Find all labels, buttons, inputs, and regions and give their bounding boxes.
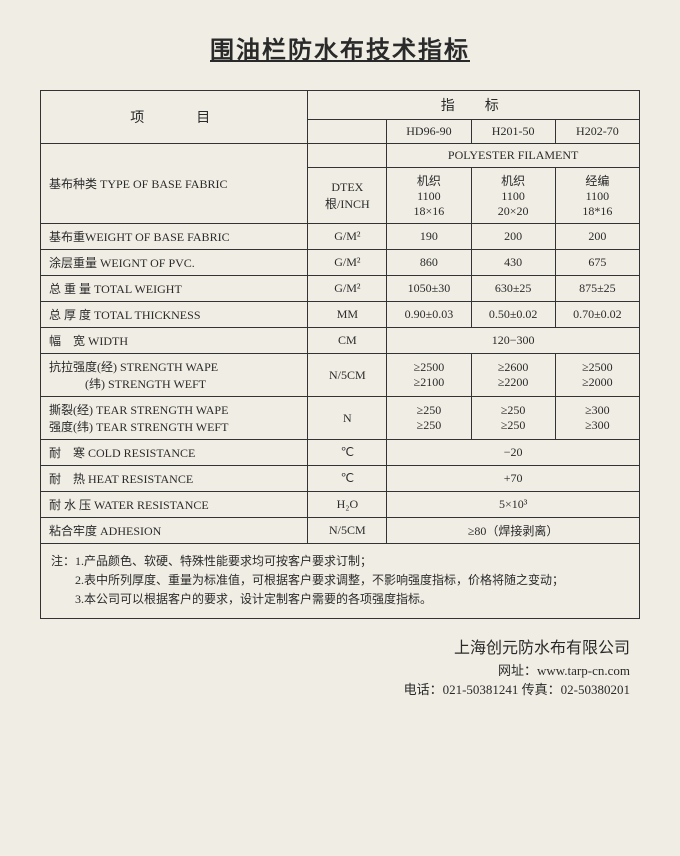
notes-line-1: 2.表中所列厚度、重量为标准值，可根据客户要求调整，不影响强度指标，价格将随之变… (75, 571, 629, 590)
cold-label: 耐 寒 COLD RESISTANCE (41, 440, 308, 466)
table-row: 耐 寒 COLD RESISTANCE ℃ −20 (41, 440, 640, 466)
table-row: 幅 宽 WIDTH CM 120−300 (41, 328, 640, 354)
row-label: 基布重WEIGHT OF BASE FABRIC (41, 224, 308, 250)
water-val: 5×10³ (387, 492, 640, 518)
width-label: 幅 宽 WIDTH (41, 328, 308, 354)
row-val: 0.90±0.03 (387, 302, 471, 328)
footer-block: 上海创元防水布有限公司 网址：www.tarp-cn.com 电话：021-50… (40, 637, 640, 700)
strength-v2: ≥2500 ≥2000 (555, 354, 639, 397)
model-0: HD96-90 (387, 120, 471, 144)
table-row: 总 重 量 TOTAL WEIGHT G/M² 1050±30 630±25 8… (41, 276, 640, 302)
adhesion-label: 粘合牢度 ADHESION (41, 518, 308, 544)
tear-unit: N (308, 397, 387, 440)
notes-line-2: 3.本公司可以根据客户的要求，设计定制客户需要的各项强度指标。 (75, 590, 629, 609)
row-val: 200 (555, 224, 639, 250)
row-val: 190 (387, 224, 471, 250)
width-val: 120−300 (387, 328, 640, 354)
notes-prefix: 注： (51, 554, 75, 568)
row-unit: G/M² (308, 250, 387, 276)
tear-v0: ≥250 ≥250 (387, 397, 471, 440)
row-label: 总 厚 度 TOTAL THICKNESS (41, 302, 308, 328)
model-1: H201-50 (471, 120, 555, 144)
row-val: 1050±30 (387, 276, 471, 302)
header-indicator: 指 标 (308, 91, 640, 120)
row-unit: G/M² (308, 224, 387, 250)
table-row: 涂层重量 WEIGNT OF PVC. G/M² 860 430 675 (41, 250, 640, 276)
strength-label: 抗拉强度(经) STRENGTH WAPE (纬) STRENGTH WEFT (41, 354, 308, 397)
cold-val: −20 (387, 440, 640, 466)
tear-v1: ≥250 ≥250 (471, 397, 555, 440)
strength-v1: ≥2600 ≥2200 (471, 354, 555, 397)
base-fabric-v1: 机织 1100 20×20 (471, 168, 555, 224)
table-row: 抗拉强度(经) STRENGTH WAPE (纬) STRENGTH WEFT … (41, 354, 640, 397)
row-unit: MM (308, 302, 387, 328)
table-row: 基布重WEIGHT OF BASE FABRIC G/M² 190 200 20… (41, 224, 640, 250)
table-row: 粘合牢度 ADHESION N/5CM ≥80（焊接剥离） (41, 518, 640, 544)
footer-website: 网址：www.tarp-cn.com (40, 661, 630, 681)
water-unit: H₂O (308, 492, 387, 518)
row-val: 860 (387, 250, 471, 276)
row-label: 总 重 量 TOTAL WEIGHT (41, 276, 308, 302)
table-row: 基布种类 TYPE OF BASE FABRIC POLYESTER FILAM… (41, 144, 640, 168)
tear-label: 撕裂(经) TEAR STRENGTH WAPE 强度(纬) TEAR STRE… (41, 397, 308, 440)
notes-block: 注：1.产品颜色、软硬、特殊性能要求均可按客户要求订制； 2.表中所列厚度、重量… (40, 544, 640, 619)
footer-contact: 电话：021-50381241 传真：02-50380201 (40, 680, 630, 700)
adhesion-val: ≥80（焊接剥离） (387, 518, 640, 544)
base-fabric-v0: 机织 1100 18×16 (387, 168, 471, 224)
header-unit-blank (308, 120, 387, 144)
heat-val: +70 (387, 466, 640, 492)
page-title: 围油栏防水布技术指标 (40, 30, 640, 65)
strength-v0: ≥2500 ≥2100 (387, 354, 471, 397)
row-val: 0.70±0.02 (555, 302, 639, 328)
table-row: 耐 热 HEAT RESISTANCE ℃ +70 (41, 466, 640, 492)
model-2: H202-70 (555, 120, 639, 144)
row-unit: G/M² (308, 276, 387, 302)
row-val: 0.50±0.02 (471, 302, 555, 328)
row-val: 675 (555, 250, 639, 276)
table-row: 项 目 指 标 (41, 91, 640, 120)
row-val: 630±25 (471, 276, 555, 302)
heat-unit: ℃ (308, 466, 387, 492)
adhesion-unit: N/5CM (308, 518, 387, 544)
base-fabric-blank (308, 144, 387, 168)
row-val: 430 (471, 250, 555, 276)
notes-line-0: 1.产品颜色、软硬、特殊性能要求均可按客户要求订制； (75, 554, 372, 568)
table-row: 耐 水 压 WATER RESISTANCE H₂O 5×10³ (41, 492, 640, 518)
row-val: 875±25 (555, 276, 639, 302)
header-project: 项 目 (41, 91, 308, 144)
base-fabric-unit: DTEX 根/INCH (308, 168, 387, 224)
table-row: 总 厚 度 TOTAL THICKNESS MM 0.90±0.03 0.50±… (41, 302, 640, 328)
tear-v2: ≥300 ≥300 (555, 397, 639, 440)
row-label: 涂层重量 WEIGNT OF PVC. (41, 250, 308, 276)
base-fabric-v2: 经编 1100 18*16 (555, 168, 639, 224)
base-fabric-label: 基布种类 TYPE OF BASE FABRIC (41, 144, 308, 224)
row-val: 200 (471, 224, 555, 250)
spec-table: 项 目 指 标 HD96-90 H201-50 H202-70 基布种类 TYP… (40, 90, 640, 544)
footer-company: 上海创元防水布有限公司 (40, 637, 630, 661)
width-unit: CM (308, 328, 387, 354)
water-label: 耐 水 压 WATER RESISTANCE (41, 492, 308, 518)
heat-label: 耐 热 HEAT RESISTANCE (41, 466, 308, 492)
strength-unit: N/5CM (308, 354, 387, 397)
cold-unit: ℃ (308, 440, 387, 466)
base-fabric-merged: POLYESTER FILAMENT (387, 144, 640, 168)
table-row: 撕裂(经) TEAR STRENGTH WAPE 强度(纬) TEAR STRE… (41, 397, 640, 440)
